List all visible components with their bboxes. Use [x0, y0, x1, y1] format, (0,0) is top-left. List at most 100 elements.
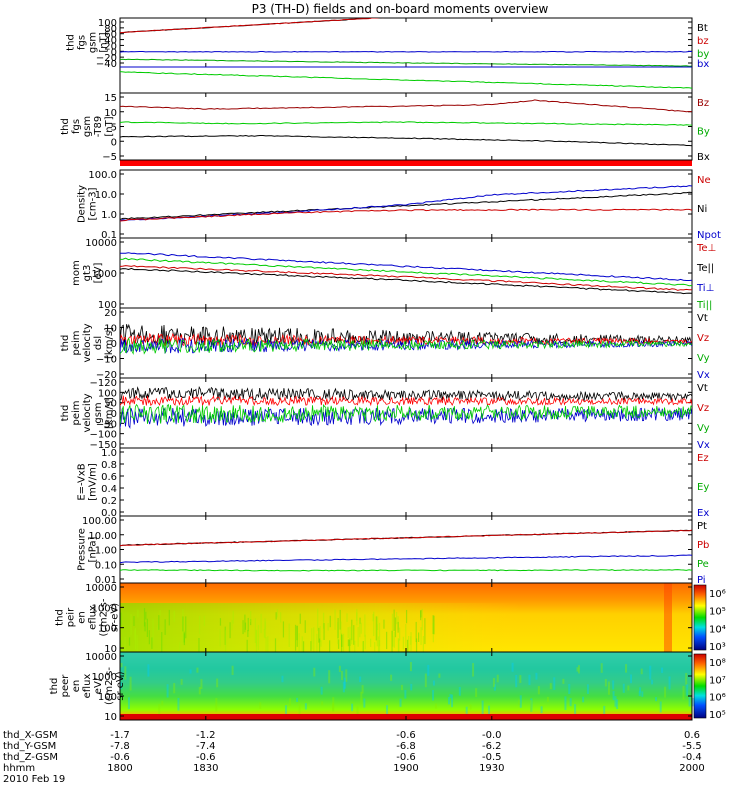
y-tick-label: −50	[96, 419, 117, 430]
series-Bx	[120, 134, 692, 147]
x-axis-value: -1.7	[110, 730, 130, 741]
y-tick-label: −40	[96, 59, 117, 70]
spectrogram-speck	[528, 674, 531, 686]
x-axis-block: thd_X-GSM -1.7 -1.2 -0.6 -0.0 0.6 thd_Y-GSM -7.…	[3, 730, 705, 785]
y-tick-label: 0.1	[101, 230, 117, 241]
series-by	[119, 71, 693, 89]
x-axis-value: 2000	[679, 763, 704, 774]
y-axis-label: -T89	[93, 116, 104, 138]
spectrogram-speck	[386, 631, 388, 650]
legend-entry: by	[697, 49, 709, 60]
spectrogram-speck	[200, 679, 203, 689]
spectrogram-speck	[515, 674, 518, 688]
spectrogram-speck	[392, 636, 394, 647]
spectrogram-speck	[372, 613, 374, 622]
legend-entry: Ez	[697, 453, 709, 464]
spectrogram-speck	[321, 701, 324, 706]
spectrogram-speck	[376, 616, 379, 630]
spectrogram-speck	[668, 676, 671, 690]
spectrogram-speck	[393, 631, 395, 648]
legend-entry: Bx	[697, 152, 710, 163]
x-axis-row-label: hhmm	[3, 763, 35, 774]
spectrogram-speck	[432, 615, 434, 635]
y-axis-label: fgs	[71, 119, 82, 134]
y-tick-label: 100	[98, 388, 117, 399]
y-tick-label: −150	[90, 440, 117, 451]
spectrogram-speck	[320, 686, 323, 695]
series-Ti||	[120, 257, 692, 287]
y-tick-label: −10	[96, 355, 117, 366]
spectrogram-speck	[127, 697, 130, 710]
x-axis-value: -0.6	[396, 752, 416, 763]
spectrogram-speck	[313, 627, 315, 653]
spectrogram-speck	[323, 623, 325, 640]
data-gap-bar	[120, 160, 692, 166]
y-axis-label: [km/s]	[104, 327, 115, 359]
panel-3: 100.0 10.0 1.0 0.1 Density [cm-3] Ne Ni Npot	[77, 169, 721, 241]
spectrogram-speck	[458, 686, 461, 696]
y-tick-label: 0.6	[101, 472, 117, 483]
y-axis-label: velocity	[82, 323, 93, 362]
spectrogram-speck	[260, 613, 262, 634]
spectrogram-speck	[361, 685, 364, 694]
spectrogram-speck	[391, 630, 393, 657]
spectrogram-speck	[364, 614, 366, 637]
spectrogram-speck	[374, 642, 376, 652]
y-tick-label: 100	[98, 18, 117, 29]
spectrogram-speck	[576, 667, 579, 672]
y-axis-label: Density	[77, 185, 88, 223]
spectrogram-speck	[296, 697, 299, 702]
spectrogram-speck	[247, 617, 249, 632]
spectrogram-speck	[375, 616, 377, 641]
x-axis-value: 1930	[479, 763, 504, 774]
spectrogram-speck	[553, 677, 556, 690]
spectrogram-speck	[612, 680, 615, 690]
spectrogram-speck	[289, 698, 292, 706]
spectrogram-speck	[569, 698, 572, 707]
legend-entry: Vx	[697, 440, 710, 451]
spectrogram-speck	[148, 630, 150, 645]
y-axis-label: E=-VxB	[77, 463, 88, 500]
spectrogram-speck	[219, 629, 221, 647]
spectrogram-speck	[246, 639, 248, 662]
y-axis-label: eflux	[88, 605, 99, 630]
spectrogram-speck	[354, 640, 356, 659]
y-axis-label: [nT]	[104, 116, 115, 136]
spectrogram-speck	[304, 620, 306, 633]
spectrogram-speck	[164, 619, 166, 635]
spectrogram-speck	[386, 705, 389, 718]
spectrogram-speck	[492, 677, 495, 687]
spectrogram-speck	[574, 704, 577, 715]
y-tick-label: 20	[104, 41, 117, 52]
spectrogram-speck	[639, 687, 642, 693]
spectrogram-speck	[345, 669, 348, 682]
series-Te||	[120, 267, 692, 295]
spectrogram-speck	[400, 684, 403, 691]
spectrogram-speck	[255, 629, 258, 654]
y-tick-label: −5	[102, 152, 117, 163]
y-tick-label: 10	[104, 108, 117, 119]
spectrogram-speck	[616, 699, 619, 709]
spectrogram-speck	[359, 676, 362, 683]
x-axis-value: -0.6	[110, 752, 130, 763]
x-axis-row-label: thd_Z-GSM	[3, 752, 58, 763]
y-axis-label: eflux	[82, 674, 93, 699]
spectrogram-speck	[342, 633, 345, 659]
spectrogram-speck	[124, 666, 127, 680]
y-axis-label: gsm	[82, 116, 93, 137]
y-tick-label: 1.00	[95, 546, 117, 557]
spectrogram-speck	[409, 662, 412, 672]
y-tick-label: 5	[111, 123, 117, 134]
spectrogram-speck	[161, 700, 164, 706]
spectrogram-speck	[296, 625, 298, 647]
spectrogram-speck	[340, 621, 342, 640]
legend-entry: Npot	[697, 230, 721, 241]
spectrogram-speck	[189, 669, 192, 674]
spectrogram-speck	[394, 617, 397, 638]
y-tick-label: 10000	[85, 583, 117, 594]
spectrogram-speck	[627, 685, 630, 691]
spectrogram-speck	[274, 638, 277, 659]
legend-entry: Ni	[697, 204, 707, 215]
y-tick-label: 0.2	[101, 496, 117, 507]
